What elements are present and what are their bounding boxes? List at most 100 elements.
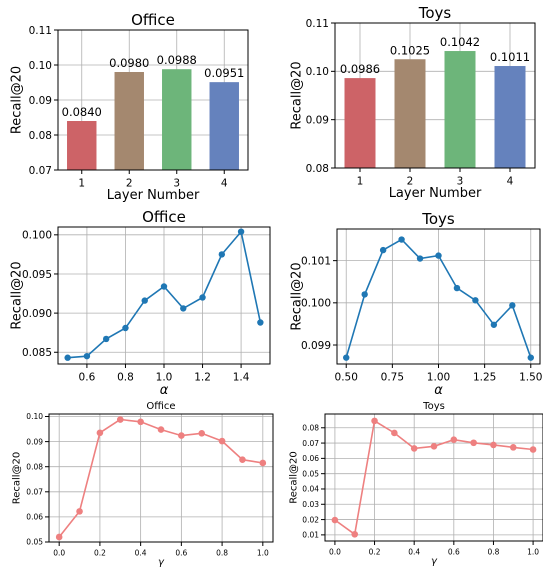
data-point (259, 459, 267, 467)
data-point (490, 441, 497, 449)
y-tick-label: 0.07 (26, 488, 43, 497)
y-tick-label: 0.099 (301, 340, 331, 352)
x-tick-label: 1.00 (427, 372, 450, 384)
y-tick-label: 0.09 (29, 95, 52, 107)
data-point (453, 284, 461, 292)
series-line (334, 419, 534, 536)
x-tick-label: 2 (126, 178, 133, 190)
y-tick-label: 0.06 (26, 513, 43, 522)
y-tick-label: 0.100 (22, 230, 52, 242)
y-tick-label: 0.085 (22, 347, 52, 359)
data-point (410, 445, 418, 452)
y-tick-label: 0.10 (29, 60, 52, 72)
bar-value-label: 0.0988 (157, 53, 197, 67)
x-tick-label: 0.8 (117, 372, 134, 384)
y-tick-label: 0.01 (302, 531, 319, 540)
data-point (157, 426, 165, 433)
data-point (391, 429, 398, 437)
data-point (257, 319, 264, 326)
x-tick-label: 3 (457, 176, 464, 188)
x-tick-label: 1.2 (194, 372, 211, 384)
bar-value-label: 0.1011 (490, 50, 530, 64)
y-tick-label: 0.09 (306, 114, 329, 126)
x-tick-label: 0.50 (335, 372, 358, 384)
chart-panel-6: 0.01 0.02 0.03 0.04 0.05 0.06 0.07 0.08 0.0 0.2 0.… (289, 401, 543, 567)
x-axis-label: Layer Number (107, 188, 200, 203)
y-tick-label: 0.08 (26, 462, 43, 471)
x-tick-label: 0.4 (135, 549, 147, 558)
y-axis-label: Recall@20 (10, 261, 25, 329)
bar-2 (394, 59, 426, 168)
data-point (55, 533, 63, 541)
y-tick-label: 0.07 (302, 439, 319, 448)
x-tick-label: 1.25 (473, 372, 496, 384)
bar-2 (114, 72, 144, 170)
x-tick-label: 2 (407, 176, 414, 188)
data-point (137, 418, 144, 426)
x-tick-label: 0.8 (487, 548, 499, 557)
data-point (509, 302, 516, 309)
x-axis-label: α (160, 383, 169, 398)
y-tick-label: 0.10 (26, 412, 43, 421)
y-axis-label: Recall@20 (10, 66, 25, 134)
chart-title: Toys (418, 4, 452, 22)
data-point (141, 297, 148, 304)
x-tick-label: 1 (78, 178, 85, 190)
bar-value-label: 0.1042 (440, 35, 480, 49)
y-tick-label: 0.11 (29, 25, 52, 37)
data-point (199, 294, 206, 301)
data-point (218, 251, 226, 258)
data-point (122, 324, 129, 332)
y-axis-label: Recall@20 (12, 452, 23, 505)
x-tick-label: 0.0 (53, 549, 65, 558)
y-tick-label: 0.05 (26, 538, 43, 547)
y-axis-label: Recall@20 (289, 451, 300, 504)
bar-4 (209, 82, 239, 170)
chart-title: Office (131, 11, 175, 29)
x-tick-label: 0.2 (369, 548, 381, 557)
y-tick-label: 0.03 (302, 500, 319, 509)
chart-panel-5: 0.05 0.06 0.07 0.08 0.09 0.10 0.0 0.2 0.4 0.6 0.8 1… (12, 401, 274, 568)
x-tick-label: 0.6 (79, 372, 96, 384)
chart-panel-2: 0.0986 0.1025 0.1042 0.1011 0.08 0.09 0.10 0.11… (290, 4, 536, 201)
chart-title: Toys (421, 210, 455, 228)
y-tick-label: 0.04 (302, 485, 319, 494)
data-point (361, 291, 368, 298)
bar-3 (444, 51, 476, 168)
x-axis-label: α (434, 383, 443, 398)
data-point (416, 255, 424, 262)
y-tick-label: 0.06 (302, 454, 319, 463)
data-point (116, 416, 124, 423)
y-tick-label: 0.02 (302, 515, 319, 524)
chart-title: Office (142, 208, 186, 226)
data-point (76, 508, 83, 515)
series-line (58, 418, 263, 538)
y-tick-label: 0.090 (22, 308, 52, 320)
x-tick-label: 0.0 (329, 548, 341, 557)
y-tick-label: 0.05 (302, 469, 319, 478)
data-point (472, 297, 479, 304)
x-axis-label: γ (431, 556, 438, 567)
x-tick-label: 3 (173, 178, 180, 190)
y-tick-label: 0.095 (22, 269, 52, 281)
chart-panel-4: 0.099 0.100 0.101 0.50 0.75 1.00 1.25 1.50 Toys α… (290, 210, 543, 398)
chart-panel-1: 0.0840 0.0980 0.0988 0.0951 0.07 0.08 0.09 0.10… (10, 11, 249, 203)
data-point (102, 335, 110, 343)
data-point (180, 305, 187, 312)
x-tick-label: 4 (221, 178, 228, 190)
bar-value-label: 0.0840 (62, 105, 102, 119)
y-tick-label: 0.09 (26, 437, 43, 446)
data-point (237, 228, 245, 235)
axes-frame (334, 22, 536, 169)
data-point (470, 439, 477, 447)
x-axis-label: Layer Number (389, 186, 482, 201)
bar-value-label: 0.0951 (204, 66, 244, 80)
bar-4 (494, 66, 526, 168)
data-point (64, 354, 71, 361)
data-point (218, 437, 226, 445)
y-axis-label: Recall@20 (290, 61, 305, 129)
x-tick-label: 0.4 (408, 548, 420, 557)
y-tick-label: 0.11 (306, 18, 329, 30)
data-point (96, 429, 104, 437)
